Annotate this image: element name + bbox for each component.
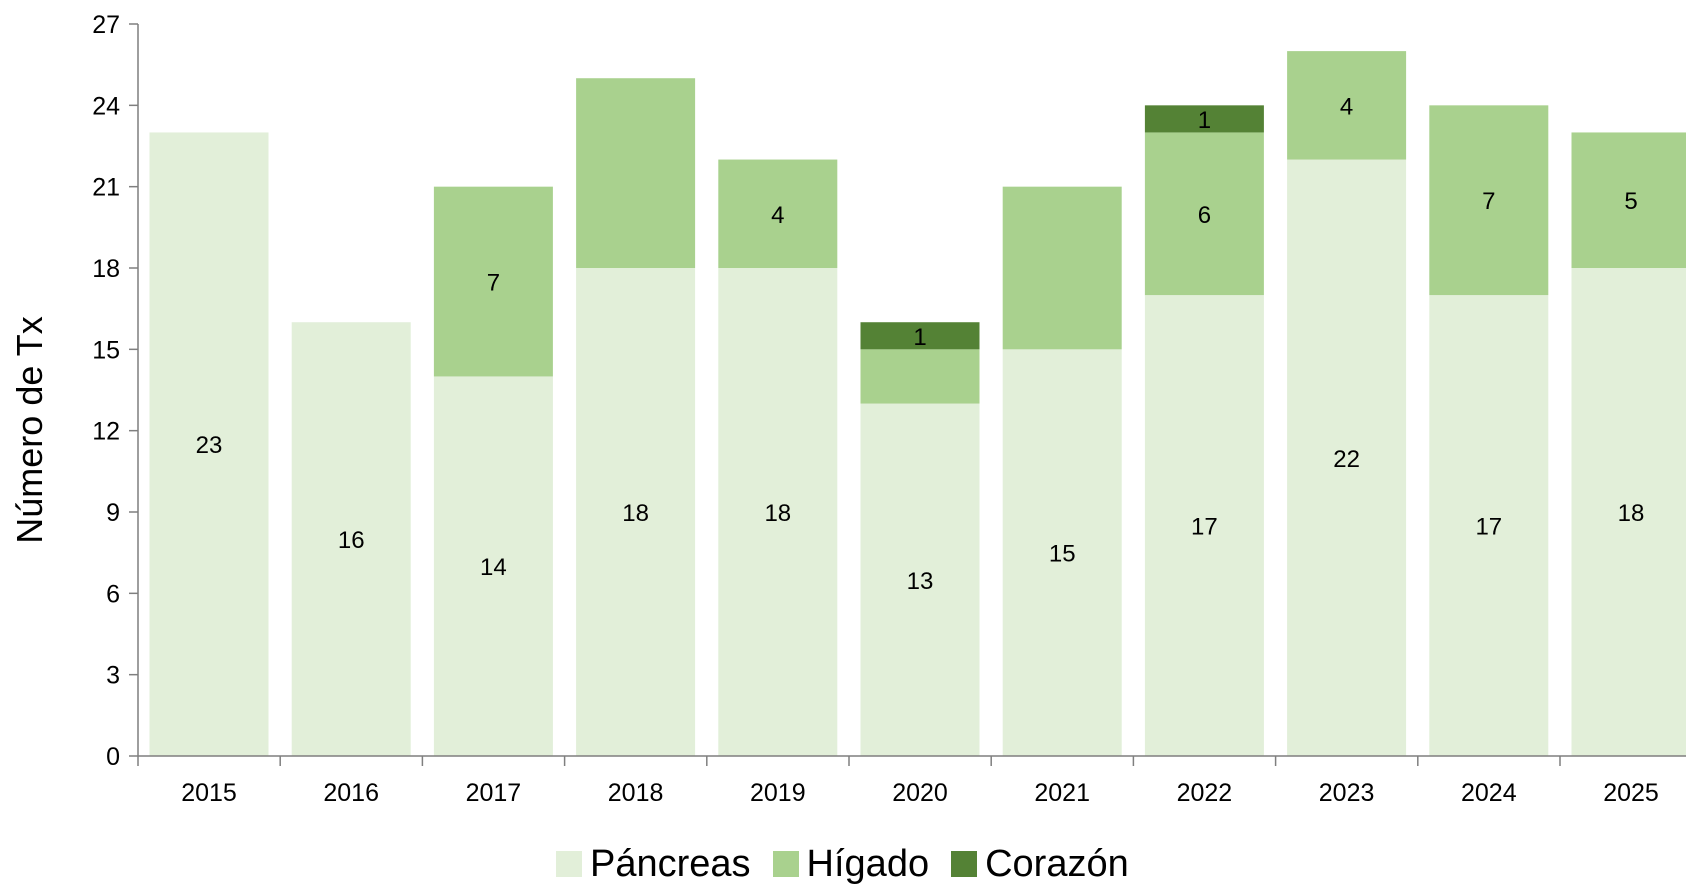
x-tick-label: 2020 bbox=[892, 779, 948, 807]
data-label-pancreas-2025: 18 bbox=[1618, 500, 1645, 527]
legend-item-corazon: Corazón bbox=[951, 843, 1129, 886]
legend-swatch-corazon bbox=[951, 851, 978, 877]
bars: 23 16 14 7 18 18 4 13 1 15 17 6 1 22 4 17 7 18 5 bbox=[149, 51, 1686, 757]
data-label-higado-2023: 4 bbox=[1340, 93, 1353, 120]
data-label-higado-2022: 6 bbox=[1198, 202, 1211, 229]
data-label-pancreas-2019: 18 bbox=[764, 500, 791, 527]
x-tick-label: 2018 bbox=[608, 779, 664, 807]
bar-pancreas-2017 bbox=[433, 376, 553, 756]
data-label-higado-2019: 4 bbox=[771, 202, 784, 229]
bar-higado-2024 bbox=[1429, 105, 1549, 296]
data-label-pancreas-2024: 17 bbox=[1475, 514, 1502, 541]
bar-higado-2021 bbox=[1002, 186, 1122, 350]
legend-label-corazon: Corazón bbox=[985, 842, 1129, 885]
data-label-pancreas-2023: 22 bbox=[1333, 446, 1360, 473]
bar-higado-2022 bbox=[1144, 132, 1264, 296]
legend-item-pancreas: Páncreas bbox=[556, 843, 751, 886]
x-tick-label: 2015 bbox=[181, 779, 237, 807]
x-tick-label: 2024 bbox=[1461, 779, 1517, 807]
legend-label-pancreas: Páncreas bbox=[590, 842, 751, 885]
y-tick-label: 0 bbox=[106, 743, 120, 771]
bar-higado-2018 bbox=[576, 78, 696, 268]
data-label-corazon-2020: 1 bbox=[913, 324, 926, 351]
data-label-pancreas-2015: 23 bbox=[196, 432, 223, 459]
x-axis: 2015 2016 2017 2018 2019 2020 2021 2022 2023 2024… bbox=[137, 755, 1686, 807]
data-label-higado-2024: 7 bbox=[1482, 188, 1495, 215]
bar-pancreas-2025 bbox=[1571, 268, 1686, 756]
data-label-pancreas-2016: 16 bbox=[338, 527, 365, 554]
x-tick-label: 2019 bbox=[750, 779, 806, 807]
data-label-corazon-2022: 1 bbox=[1198, 107, 1211, 134]
legend-swatch-higado bbox=[772, 851, 799, 877]
x-tick-label: 2021 bbox=[1034, 779, 1090, 807]
data-label-pancreas-2020: 13 bbox=[907, 568, 934, 595]
legend-label-higado: Hígado bbox=[806, 842, 930, 885]
legend: Páncreas Hígado Corazón bbox=[556, 838, 1129, 890]
x-tick-label: 2017 bbox=[466, 779, 522, 807]
x-tick-label: 2022 bbox=[1177, 779, 1233, 807]
bar-higado-2017 bbox=[433, 186, 553, 377]
bar-corazon-2020 bbox=[860, 322, 980, 350]
y-axis: 0 3 6 9 12 15 18 21 24 27 bbox=[92, 11, 139, 771]
bar-pancreas-2020 bbox=[860, 403, 980, 756]
data-label-pancreas-2017: 14 bbox=[480, 554, 507, 581]
bar-higado-2025 bbox=[1571, 132, 1686, 268]
bar-pancreas-2021 bbox=[1002, 349, 1122, 756]
bar-pancreas-2022 bbox=[1144, 295, 1264, 756]
y-tick-label: 3 bbox=[106, 662, 120, 690]
bar-pancreas-2024 bbox=[1429, 295, 1549, 756]
data-label-higado-2025: 5 bbox=[1624, 188, 1637, 215]
x-tick-label: 2023 bbox=[1319, 779, 1375, 807]
y-tick-label: 18 bbox=[92, 255, 120, 283]
y-axis-label: Número de Tx bbox=[9, 316, 50, 543]
y-tick-label: 12 bbox=[92, 418, 120, 446]
bar-pancreas-2016 bbox=[291, 322, 411, 756]
y-tick-label: 6 bbox=[106, 580, 120, 608]
legend-item-higado: Hígado bbox=[772, 842, 930, 886]
y-tick-label: 24 bbox=[92, 92, 120, 120]
data-label-pancreas-2021: 15 bbox=[1049, 541, 1076, 568]
y-tick-label: 9 bbox=[106, 499, 120, 527]
bar-higado-2019 bbox=[718, 159, 838, 268]
bar-higado-2023 bbox=[1287, 51, 1407, 160]
data-label-higado-2017: 7 bbox=[487, 270, 500, 297]
bar-pancreas-2015 bbox=[149, 132, 269, 756]
bar-pancreas-2023 bbox=[1287, 159, 1407, 757]
y-tick-label: 27 bbox=[92, 11, 120, 39]
y-tick-label: 15 bbox=[92, 336, 120, 364]
legend-swatch-pancreas bbox=[556, 851, 582, 877]
y-tick-label: 21 bbox=[92, 174, 120, 202]
x-tick-label: 2025 bbox=[1603, 779, 1659, 807]
bar-corazon-2022 bbox=[1144, 105, 1264, 133]
data-label-pancreas-2018: 18 bbox=[622, 500, 649, 527]
bar-pancreas-2019 bbox=[718, 268, 838, 756]
bar-pancreas-2018 bbox=[576, 268, 696, 756]
data-label-pancreas-2022: 17 bbox=[1191, 514, 1218, 541]
x-tick-label: 2016 bbox=[323, 779, 379, 807]
bar-higado-2020 bbox=[860, 349, 980, 404]
